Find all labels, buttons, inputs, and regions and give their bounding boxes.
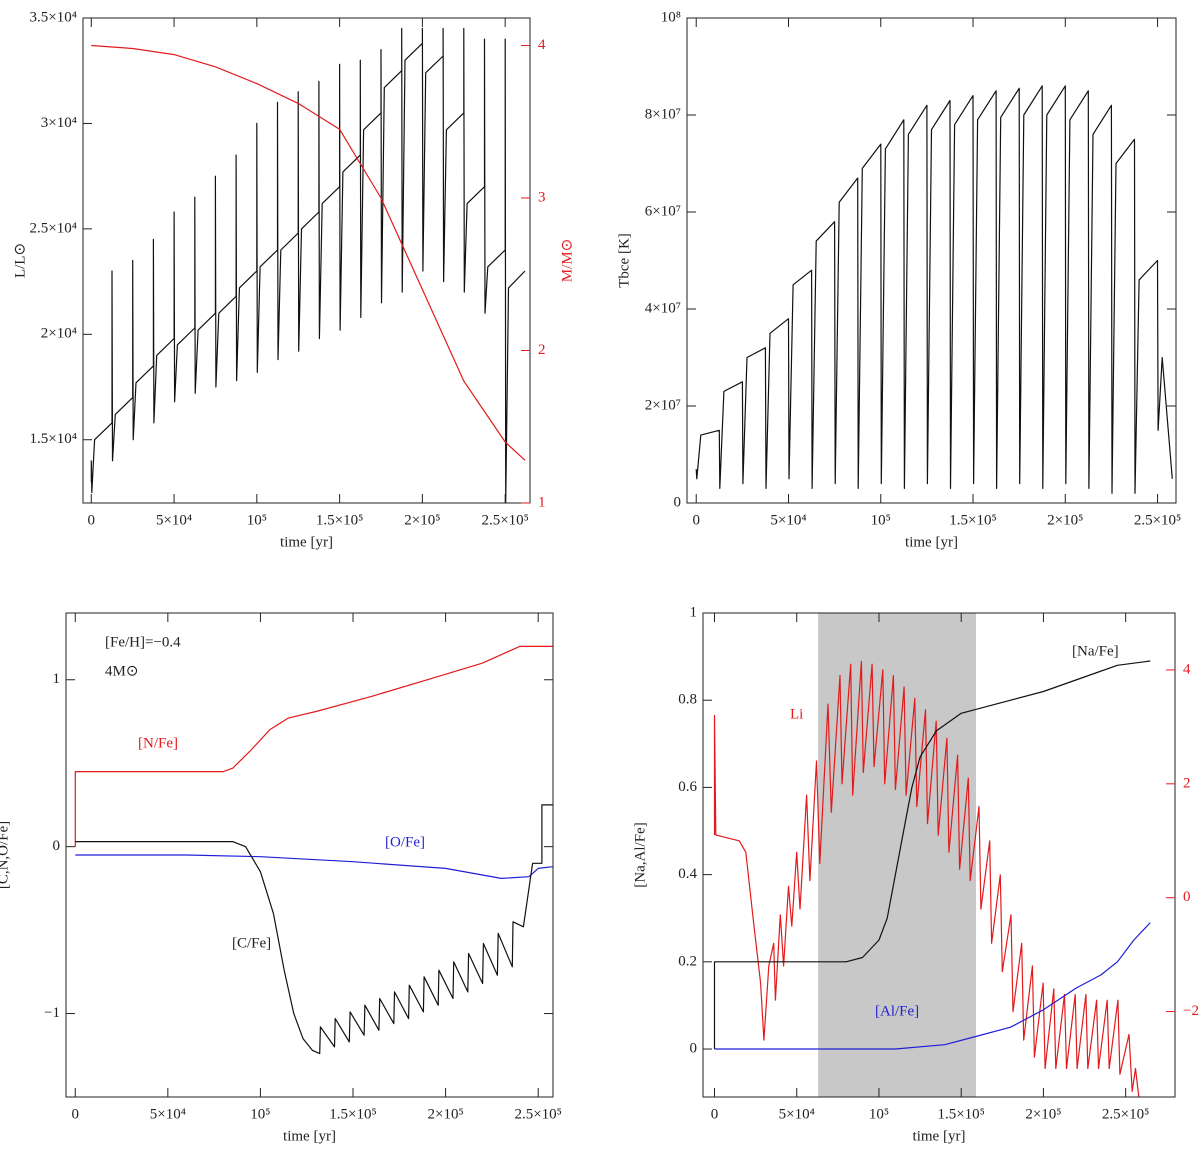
x-axis-label: time [yr] bbox=[280, 534, 333, 550]
y2-tick-label: 4 bbox=[1183, 661, 1191, 677]
y-tick-label: 0.4 bbox=[678, 866, 697, 882]
x-tick-label: 0 bbox=[711, 1106, 719, 1122]
panel: 0 5×10⁴ 10⁵ 1.5×10⁵ 2×10⁵ 2.5×10⁵ 0 0.2 0.4 0.6 0.… bbox=[632, 604, 1199, 1144]
annotation: [O/Fe] bbox=[385, 834, 425, 850]
series-line bbox=[713, 660, 1151, 1049]
y-tick-label: 4×10⁷ bbox=[645, 300, 681, 316]
plot-frame bbox=[702, 612, 1176, 1098]
y-tick-label: 8×10⁷ bbox=[645, 106, 681, 122]
x-tick-label: 0 bbox=[72, 1106, 80, 1122]
x-tick-label: 1.5×10⁵ bbox=[329, 1106, 376, 1122]
series-line bbox=[714, 922, 1151, 1050]
x-tick-label: 2×10⁵ bbox=[1025, 1106, 1061, 1122]
x-tick-label: 10⁵ bbox=[871, 512, 891, 528]
y-tick-label: 2×10⁷ bbox=[645, 397, 681, 413]
y-tick-label: 3×10⁴ bbox=[41, 115, 77, 131]
x-tick-label: 2.5×10⁵ bbox=[514, 1106, 561, 1122]
x-tick-label: 1.5×10⁵ bbox=[949, 512, 996, 528]
y2-tick-label: 2 bbox=[1183, 775, 1191, 791]
annotation: [Fe/H]=−0.4 bbox=[105, 634, 181, 650]
series-line bbox=[695, 85, 1173, 494]
series-line bbox=[91, 44, 526, 461]
annotation: Li bbox=[790, 706, 803, 722]
y-tick-label: 0.8 bbox=[678, 692, 697, 708]
series-line bbox=[75, 804, 553, 1055]
x-tick-label: 0 bbox=[88, 512, 96, 528]
x-tick-label: 2×10⁵ bbox=[404, 512, 440, 528]
x-tick-label: 5×10⁴ bbox=[770, 512, 806, 528]
x-tick-label: 2×10⁵ bbox=[1047, 512, 1083, 528]
x-tick-label: 0 bbox=[692, 512, 700, 528]
y-tick-label: 1 bbox=[690, 604, 698, 620]
x-tick-label: 2×10⁵ bbox=[427, 1106, 463, 1122]
panel: 0 5×10⁴ 10⁵ 1.5×10⁵ 2×10⁵ 2.5×10⁵ 0 2×10⁷ 4×10⁷ 6… bbox=[616, 9, 1181, 550]
y-axis-label: L/L⊙ bbox=[12, 243, 28, 278]
x-tick-label: 1.5×10⁵ bbox=[316, 512, 363, 528]
annotation: 4M⊙ bbox=[105, 663, 138, 679]
annotation: [N/Fe] bbox=[138, 735, 178, 751]
panel: 0 5×10⁴ 10⁵ 1.5×10⁵ 2×10⁵ 2.5×10⁵ 1.5×10⁴ 2×10⁴… bbox=[12, 9, 575, 550]
y-tick-label: −1 bbox=[44, 1005, 60, 1021]
x-axis-label: time [yr] bbox=[913, 1128, 966, 1144]
y2-tick-label: 4 bbox=[538, 37, 546, 53]
y-tick-label: 0 bbox=[53, 838, 61, 854]
annotation: [C/Fe] bbox=[232, 935, 271, 951]
plot-frame bbox=[65, 612, 554, 1098]
x-axis-label: time [yr] bbox=[905, 534, 958, 550]
y-tick-label: 0 bbox=[674, 494, 682, 510]
x-axis-label: time [yr] bbox=[283, 1128, 336, 1144]
y-axis-label: [Na,Al/Fe] bbox=[632, 822, 648, 887]
x-tick-label: 10⁵ bbox=[250, 1106, 270, 1122]
y2-axis-label: M/M⊙ bbox=[559, 239, 575, 282]
y2-tick-label: 0 bbox=[1183, 889, 1191, 905]
series-line bbox=[90, 27, 526, 503]
annotation: [Na/Fe] bbox=[1072, 643, 1119, 659]
plot-frame bbox=[686, 17, 1177, 504]
x-tick-label: 5×10⁴ bbox=[779, 1106, 815, 1122]
series-line bbox=[74, 645, 553, 847]
y-tick-label: 0.2 bbox=[678, 953, 697, 969]
x-tick-label: 2.5×10⁵ bbox=[481, 512, 528, 528]
x-tick-label: 10⁵ bbox=[247, 512, 267, 528]
y2-tick-label: 1 bbox=[538, 494, 546, 510]
y-axis-label: Tbce [K] bbox=[616, 233, 632, 288]
x-tick-label: 10⁵ bbox=[869, 1106, 889, 1122]
series-line bbox=[75, 854, 553, 879]
x-tick-label: 2.5×10⁵ bbox=[1134, 512, 1181, 528]
y-tick-label: 6×10⁷ bbox=[645, 203, 681, 219]
y-tick-label: 3.5×10⁴ bbox=[30, 9, 77, 25]
y2-tick-label: 3 bbox=[538, 189, 546, 205]
y-tick-label: 1 bbox=[53, 671, 61, 687]
y-tick-label: 1.5×10⁴ bbox=[30, 431, 77, 447]
x-tick-label: 1.5×10⁵ bbox=[937, 1106, 984, 1122]
y-tick-label: 0.6 bbox=[678, 779, 697, 795]
y-tick-label: 2×10⁴ bbox=[41, 326, 77, 342]
y-axis-label: [C,N,O/Fe] bbox=[0, 821, 11, 889]
y-tick-label: 2.5×10⁴ bbox=[30, 220, 77, 236]
x-tick-label: 2.5×10⁵ bbox=[1102, 1106, 1149, 1122]
panel: 0 5×10⁴ 10⁵ 1.5×10⁵ 2×10⁵ 2.5×10⁵ −1 0 1 time [yr… bbox=[0, 612, 562, 1144]
y-tick-label: 0 bbox=[690, 1040, 698, 1056]
x-tick-label: 5×10⁴ bbox=[156, 512, 192, 528]
plot-frame bbox=[82, 17, 531, 504]
shaded-region bbox=[818, 613, 977, 1097]
y2-tick-label: 2 bbox=[538, 342, 546, 358]
annotation: [Al/Fe] bbox=[875, 1003, 919, 1019]
y-tick-label: 10⁸ bbox=[661, 9, 681, 25]
y2-tick-label: −2 bbox=[1183, 1003, 1199, 1019]
x-tick-label: 5×10⁴ bbox=[150, 1106, 186, 1122]
series-line bbox=[713, 660, 1140, 1097]
